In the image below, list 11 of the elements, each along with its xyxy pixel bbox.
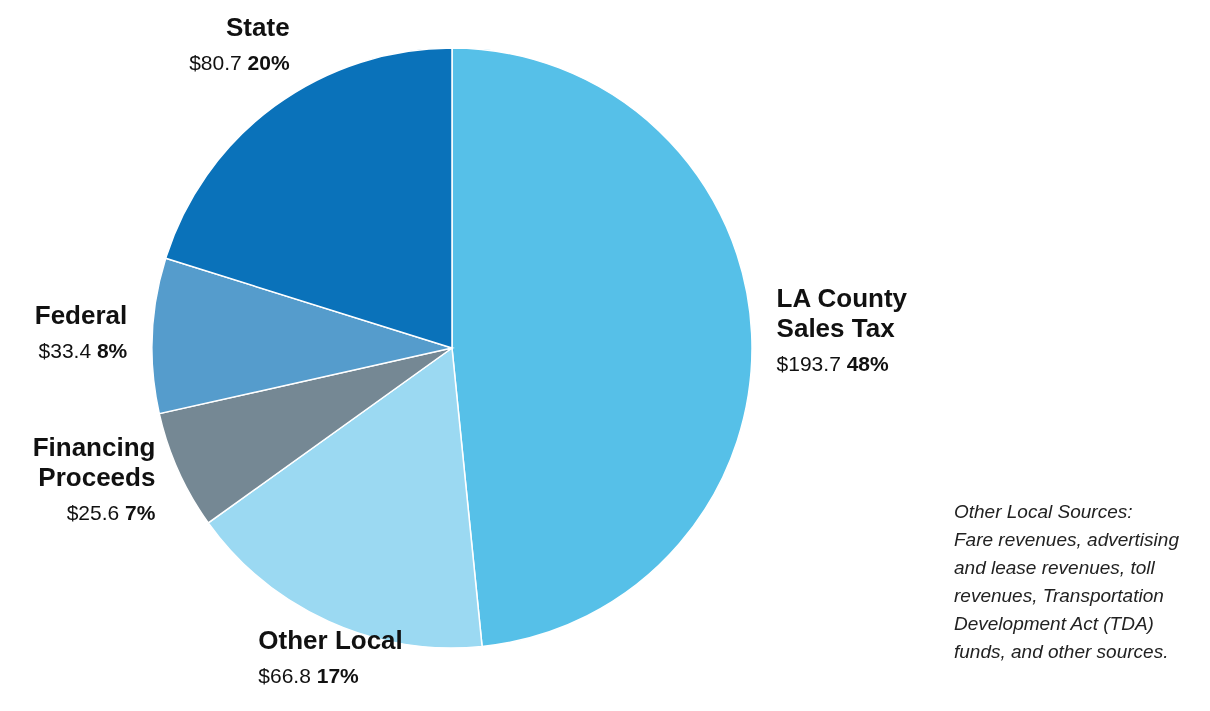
data-label: $193.7 48% <box>776 351 890 375</box>
slice-label: State <box>226 12 290 43</box>
data-label: $66.8 17% <box>258 664 360 688</box>
data-label: $33.4 8% <box>38 339 128 363</box>
text: Other Local Sources: Fare revenues, advertising and lease revenues, toll revenues, Transportation Development Act (TDA) funds, and other sources. <box>954 501 1180 662</box>
slice-label: Other Local <box>258 625 403 656</box>
data-label: $25.6 7% <box>66 500 156 524</box>
slice-label: Federal <box>34 300 128 331</box>
slice-label: Financing Proceeds <box>32 431 156 492</box>
slice-label: LA County Sales Tax <box>776 282 908 343</box>
data-label: $80.7 20% <box>189 51 290 75</box>
